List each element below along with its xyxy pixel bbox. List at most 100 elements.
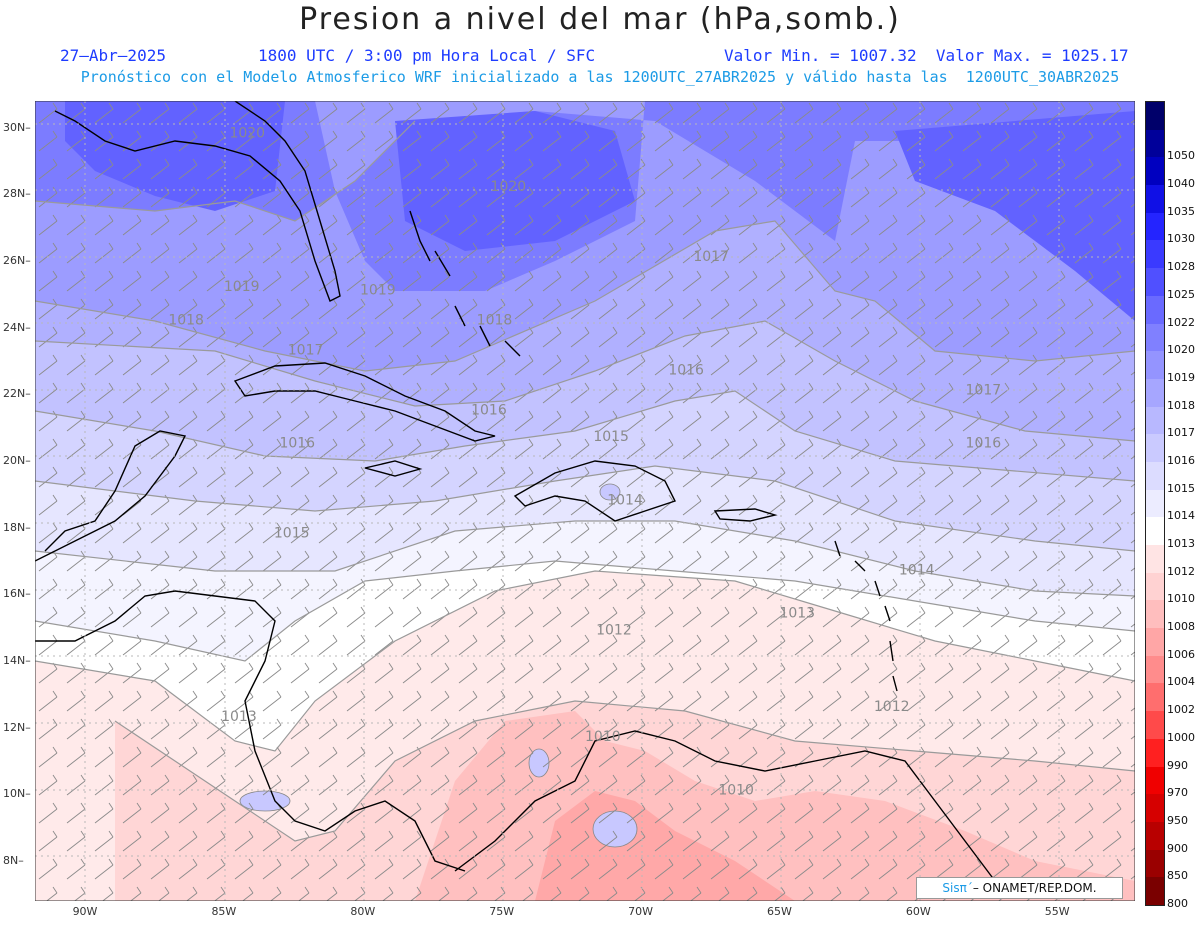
isobar-label: 1019: [224, 279, 260, 295]
latitude-tick: 18N–: [3, 520, 31, 534]
colorbar-label: 1028: [1167, 260, 1195, 274]
coast-colombia-venezuela: [454, 730, 996, 882]
longitude-tick: 80W: [350, 905, 376, 918]
colorbar-label: 800: [1167, 897, 1188, 910]
isobar-label: 1015: [593, 429, 629, 445]
colorbar-label: 1020: [1167, 343, 1195, 357]
colorbar-label: 1014: [1167, 509, 1195, 523]
chart-title: Presion a nivel del mar (hPa,somb.): [299, 2, 901, 37]
colorbar-label: 1015: [1167, 481, 1195, 495]
isobar-label: 1014: [899, 562, 935, 578]
coastlines: [35, 101, 996, 882]
isobar-label: 1017: [693, 249, 729, 265]
colorbar-segment: [1146, 545, 1164, 574]
colorbar-segment: [1146, 600, 1164, 629]
colorbar-label: 1050: [1167, 149, 1195, 163]
colorbar-label: 1012: [1167, 564, 1195, 578]
latitude-tick: 30N–: [3, 120, 31, 134]
isobar-label: 1014: [607, 492, 643, 508]
colorbar-label: 900: [1167, 841, 1188, 855]
isobar-label: 1020: [229, 126, 265, 142]
latitude-tick: 24N–: [3, 320, 31, 334]
colorbar-segment: [1146, 434, 1164, 463]
latitude-tick: 20N–: [3, 454, 31, 467]
colorbar-segment: [1146, 212, 1164, 241]
pressure-map: 1020 1020 1019 1019 1018 1018 1017 1017 1017 1016…: [35, 101, 1135, 901]
isobar-label: 1016: [279, 436, 315, 452]
colorbar-segment: [1146, 877, 1164, 906]
colorbar-label: 1040: [1167, 177, 1195, 191]
coast-jamaica: [364, 460, 423, 477]
colorbar-label: 1004: [1167, 675, 1195, 689]
colorbar-segment: [1146, 683, 1164, 712]
isobar-label: 1017: [288, 342, 324, 358]
colorbar-segment: [1146, 129, 1164, 158]
isobar-label: 1010: [585, 729, 621, 745]
isobar-label: 1019: [360, 282, 396, 298]
isobar-label: 1016: [471, 402, 507, 418]
latitude-tick: 22N–: [3, 387, 31, 401]
coast-cuba: [233, 362, 496, 442]
forecast-time: 1800 UTC / 3:00 pm Hora Local / SFC: [258, 46, 596, 65]
isobar-label: 1018: [168, 312, 204, 328]
colorbar-segment: [1146, 295, 1164, 324]
colorbar-segment: [1146, 655, 1164, 684]
colorbar-segment: [1146, 102, 1164, 131]
colorbar-segment: [1146, 378, 1164, 408]
min-max-values: Valor Min. = 1007.32 Valor Max. = 1025.1…: [724, 46, 1129, 65]
isobar-label: 1013: [779, 606, 815, 622]
isobar-label: 1015: [274, 526, 310, 542]
coast-hispaniola: [513, 460, 676, 522]
colorbar-label: 970: [1167, 786, 1188, 800]
colorbar-segment: [1146, 572, 1164, 601]
colorbar-label: 1008: [1167, 620, 1195, 634]
isobar-label: 1013: [221, 709, 257, 725]
coast-puerto-rico: [713, 508, 778, 522]
isobar-label: 1016: [966, 436, 1002, 452]
colorbar-label: 950: [1167, 813, 1188, 827]
latitude-tick: 16N–: [3, 587, 31, 601]
colorbar-segment: [1146, 489, 1164, 518]
colorbar-segment: [1146, 185, 1164, 214]
colorbar-label: 1002: [1167, 703, 1195, 717]
coast-bahamas: [409, 210, 521, 357]
colorbar-label: 1013: [1167, 537, 1195, 551]
colorbar-segment: [1146, 849, 1164, 878]
colorbar-label: 1016: [1167, 453, 1195, 467]
graticule: [35, 101, 1135, 901]
latitude-tick: 26N–: [3, 254, 31, 267]
colorbar-segment: [1146, 517, 1164, 546]
colorbar-label: 1006: [1167, 647, 1195, 661]
colorbar-label: 1035: [1167, 204, 1195, 218]
latitude-tick: 8N–: [3, 854, 24, 867]
colorbar-label: 1030: [1167, 232, 1195, 246]
isobar-label: 1012: [874, 699, 910, 715]
latitude-tick: 12N–: [3, 720, 31, 734]
colorbar-segment: [1146, 406, 1164, 435]
colorbar-label: 1019: [1167, 370, 1195, 384]
coast-lesser-antilles: [834, 540, 898, 692]
colorbar-segment: [1146, 821, 1164, 851]
forecast-date: 27–Abr–2025: [60, 46, 166, 65]
colorbar-segment: [1146, 628, 1164, 657]
credit-text: – ONAMET/REP.DOM.: [972, 881, 1097, 895]
colorbar-label: 1022: [1167, 315, 1195, 329]
colorbar-label: 850: [1167, 869, 1188, 883]
isobar-label: 1018: [477, 312, 513, 328]
isobar-label: 1010: [718, 782, 754, 798]
colorbar-label: 990: [1167, 758, 1188, 772]
colorbar-label: 1000: [1167, 730, 1195, 744]
isobar-label: 1016: [668, 362, 704, 378]
colorbar-segment: [1146, 268, 1164, 297]
colorbar-segment: [1146, 738, 1164, 768]
colorbar-segment: [1146, 240, 1164, 269]
colorbar-segment: [1146, 157, 1164, 186]
colorbar-segment: [1146, 766, 1164, 795]
isobar-label: 1012: [596, 622, 632, 638]
colorbar-segment: [1146, 711, 1164, 740]
colorbar-label: 1017: [1167, 426, 1195, 440]
colorbar-segment: [1146, 323, 1164, 352]
colorbar-label: 1018: [1167, 398, 1195, 412]
model-info: Pronóstico con el Modelo Atmosferico WRF…: [80, 68, 1120, 86]
colorbar-label: 1010: [1167, 592, 1195, 606]
